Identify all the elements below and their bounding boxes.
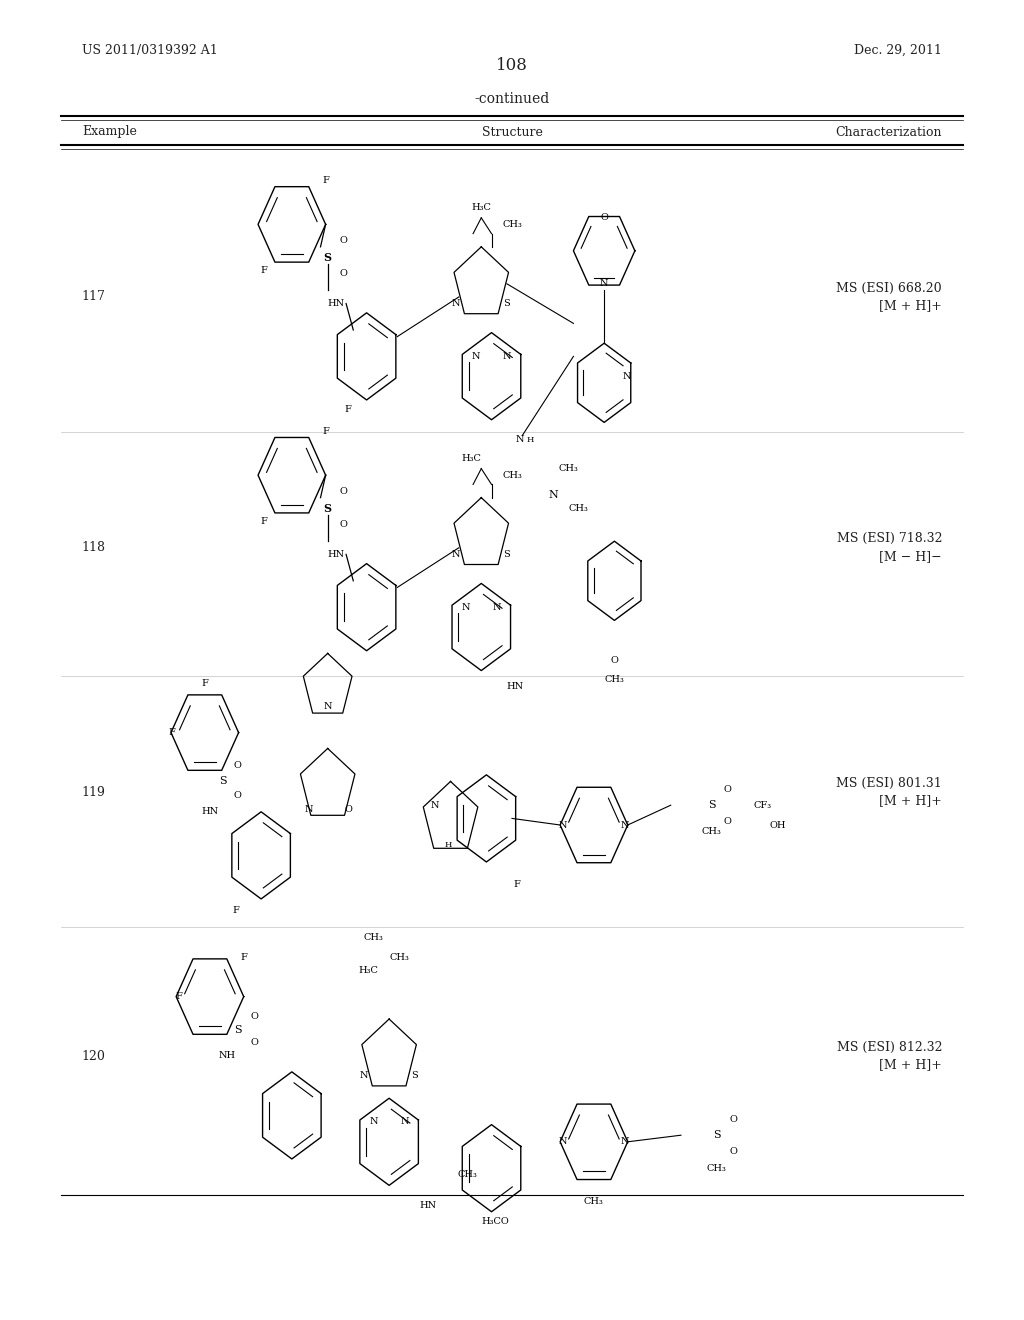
Text: F: F (169, 729, 175, 737)
Text: US 2011/0319392 A1: US 2011/0319392 A1 (82, 44, 218, 57)
Text: O: O (339, 487, 347, 495)
Text: 120: 120 (82, 1049, 105, 1063)
Text: O: O (233, 792, 242, 800)
Text: N: N (493, 603, 501, 611)
Text: 118: 118 (82, 541, 105, 554)
Text: F: F (176, 993, 182, 1001)
Text: O: O (339, 236, 347, 244)
Text: F: F (232, 907, 239, 915)
Text: S: S (219, 776, 227, 787)
Text: N: N (516, 436, 524, 444)
Text: HN: HN (202, 808, 218, 816)
Text: O: O (339, 269, 347, 277)
Text: H₃CO: H₃CO (481, 1217, 510, 1225)
Text: CH₃: CH₃ (502, 220, 522, 228)
Text: S: S (324, 503, 332, 513)
Text: 119: 119 (82, 785, 105, 799)
Text: O: O (250, 1012, 258, 1020)
Text: Dec. 29, 2011: Dec. 29, 2011 (854, 44, 942, 57)
Text: N: N (452, 300, 460, 308)
Text: F: F (261, 517, 267, 525)
Text: MS (ESI) 801.31
[M + H]+: MS (ESI) 801.31 [M + H]+ (837, 776, 942, 808)
Text: H₃C: H₃C (461, 454, 481, 462)
Text: H₃C: H₃C (358, 966, 379, 974)
Text: N: N (431, 801, 439, 809)
Text: HN: HN (328, 550, 344, 558)
Text: HN: HN (420, 1201, 436, 1209)
Text: HN: HN (507, 682, 523, 690)
Text: S: S (713, 1130, 721, 1140)
Text: O: O (344, 805, 352, 813)
Text: CH₃: CH₃ (502, 471, 522, 479)
Text: CF₃: CF₃ (754, 801, 772, 809)
Text: O: O (233, 762, 242, 770)
Text: N: N (559, 1138, 567, 1146)
Text: 117: 117 (82, 290, 105, 304)
Text: CH₃: CH₃ (584, 1197, 604, 1205)
Text: N: N (305, 805, 313, 813)
Text: CH₃: CH₃ (558, 465, 579, 473)
Text: NH: NH (219, 1052, 236, 1060)
Text: F: F (514, 880, 520, 888)
Text: O: O (610, 656, 618, 664)
Text: O: O (600, 214, 608, 222)
Text: CH₃: CH₃ (457, 1171, 477, 1179)
Text: CH₃: CH₃ (707, 1164, 727, 1172)
Text: S: S (412, 1072, 418, 1080)
Text: S: S (708, 800, 716, 810)
Text: MS (ESI) 718.32
[M − H]−: MS (ESI) 718.32 [M − H]− (837, 532, 942, 564)
Text: F: F (323, 428, 329, 436)
Text: CH₃: CH₃ (364, 933, 384, 941)
Text: N: N (503, 352, 511, 360)
Text: O: O (250, 1039, 258, 1047)
Text: H: H (444, 841, 453, 849)
Text: MS (ESI) 812.32
[M + H]+: MS (ESI) 812.32 [M + H]+ (837, 1040, 942, 1072)
Text: 108: 108 (496, 58, 528, 74)
Text: N: N (370, 1118, 378, 1126)
Text: HN: HN (328, 300, 344, 308)
Text: F: F (261, 267, 267, 275)
Text: Characterization: Characterization (836, 125, 942, 139)
Text: CH₃: CH₃ (604, 676, 625, 684)
Text: Example: Example (82, 125, 137, 139)
Text: CH₃: CH₃ (389, 953, 410, 961)
Text: N: N (548, 490, 558, 500)
Text: F: F (202, 680, 208, 688)
Text: O: O (729, 1147, 737, 1155)
Text: N: N (452, 550, 460, 558)
Text: -continued: -continued (474, 92, 550, 106)
Text: O: O (723, 817, 731, 825)
Text: N: N (600, 280, 608, 288)
Text: N: N (359, 1072, 368, 1080)
Text: CH₃: CH₃ (701, 828, 722, 836)
Text: O: O (339, 520, 347, 528)
Text: N: N (621, 821, 629, 829)
Text: F: F (241, 953, 247, 961)
Text: N: N (559, 821, 567, 829)
Text: N: N (621, 1138, 629, 1146)
Text: N: N (623, 372, 631, 380)
Text: N: N (400, 1118, 409, 1126)
Text: OH: OH (770, 821, 786, 829)
Text: S: S (504, 550, 510, 558)
Text: S: S (233, 1024, 242, 1035)
Text: F: F (323, 177, 329, 185)
Text: O: O (729, 1115, 737, 1123)
Text: CH₃: CH₃ (568, 504, 589, 512)
Text: H₃C: H₃C (471, 203, 492, 211)
Text: N: N (472, 352, 480, 360)
Text: S: S (324, 252, 332, 263)
Text: N: N (462, 603, 470, 611)
Text: N: N (324, 702, 332, 710)
Text: O: O (723, 785, 731, 793)
Text: H: H (526, 436, 535, 444)
Text: F: F (345, 405, 351, 413)
Text: S: S (504, 300, 510, 308)
Text: Structure: Structure (481, 125, 543, 139)
Text: MS (ESI) 668.20
[M + H]+: MS (ESI) 668.20 [M + H]+ (837, 281, 942, 313)
